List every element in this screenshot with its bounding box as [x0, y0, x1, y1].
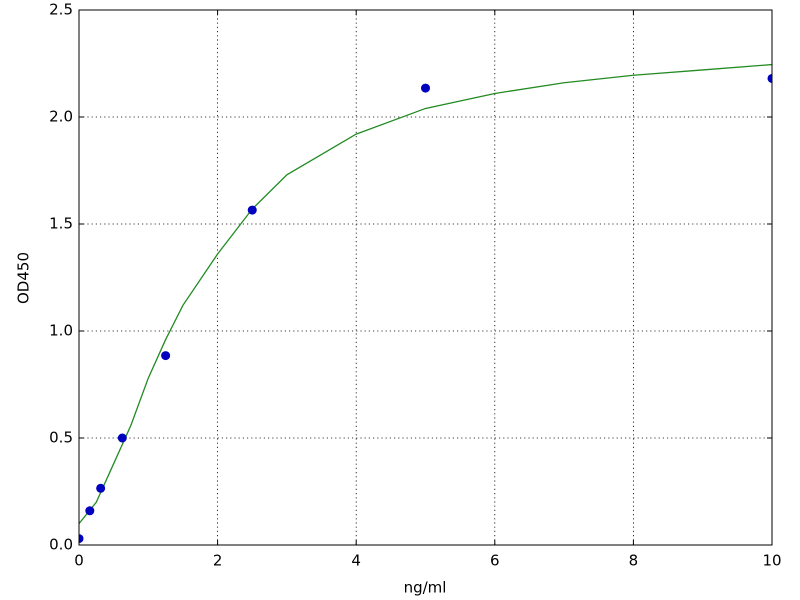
- data-point: [421, 83, 430, 93]
- y-tick-label: 2.5: [49, 1, 73, 19]
- data-point: [767, 73, 772, 83]
- x-tick-label: 10: [762, 552, 781, 570]
- x-tick-label: 8: [629, 552, 639, 570]
- y-tick-label: 2.0: [49, 108, 73, 126]
- x-tick-label: 6: [490, 552, 500, 570]
- data-point: [85, 506, 95, 516]
- data-point: [117, 433, 127, 443]
- plot-area: [79, 10, 772, 545]
- y-tick-label: 0.0: [49, 536, 73, 554]
- y-tick-label: 1.5: [49, 215, 73, 233]
- data-point: [161, 351, 171, 361]
- plot-frame: [78, 9, 773, 546]
- y-tick-label: 1.0: [49, 322, 73, 340]
- x-axis-label: ng/ml: [404, 579, 447, 597]
- x-tick-label: 0: [74, 552, 84, 570]
- data-point: [247, 205, 257, 215]
- x-tick-label: 2: [213, 552, 223, 570]
- data-point: [79, 534, 84, 544]
- data-point: [96, 483, 106, 493]
- x-tick-label: 4: [351, 552, 361, 570]
- y-axis-label: OD450: [15, 252, 33, 304]
- y-tick-label: 0.5: [49, 429, 73, 447]
